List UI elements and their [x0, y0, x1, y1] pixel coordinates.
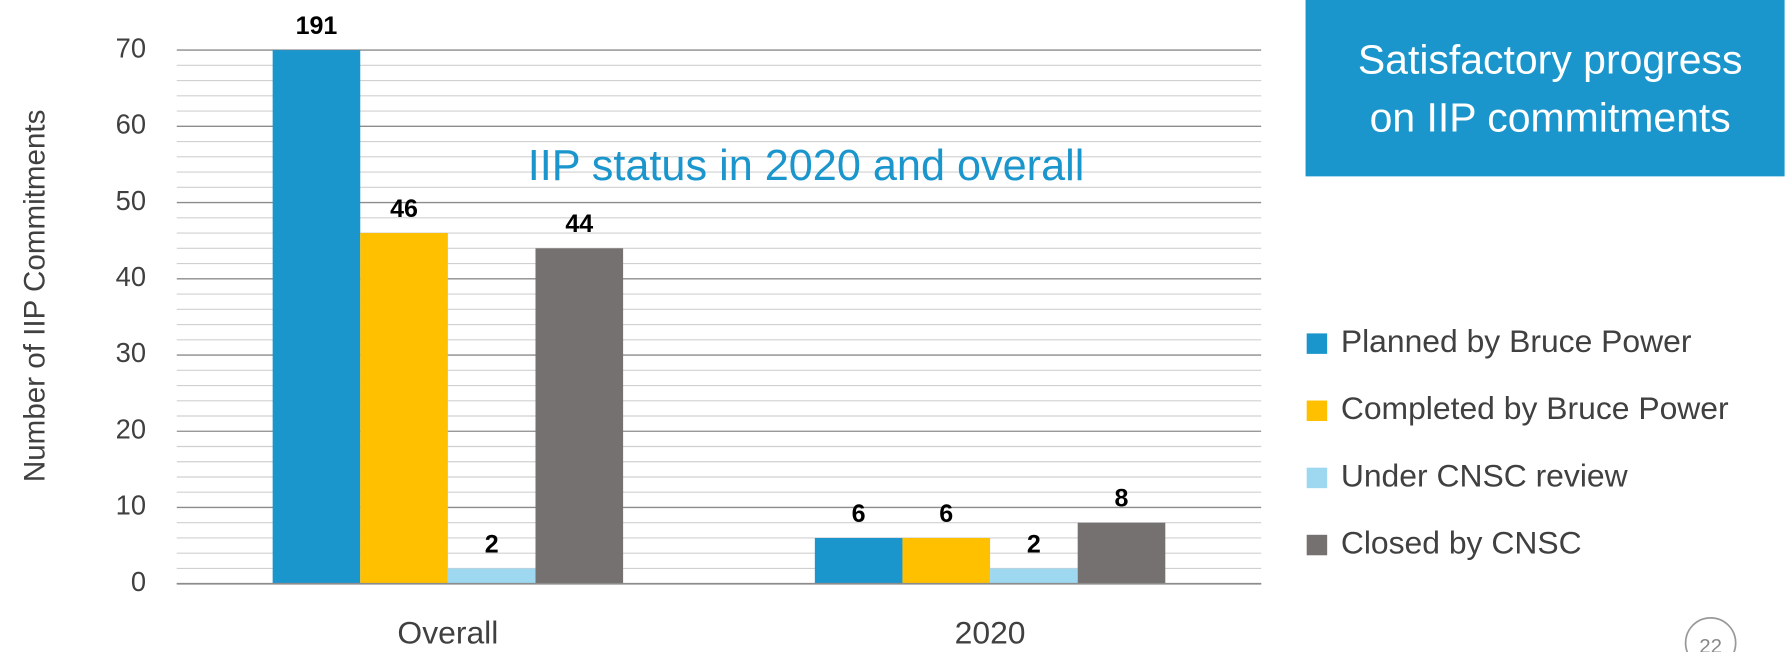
legend-swatch	[1306, 467, 1328, 489]
slide-title: Satisfactory progress	[1358, 36, 1743, 82]
bar	[814, 537, 903, 584]
bar	[360, 233, 448, 584]
bar	[447, 568, 536, 584]
legend-label: Planned by Bruce Power	[1341, 323, 1692, 359]
bar	[535, 248, 624, 584]
chart-title: IIP status in 2020 and overall	[528, 142, 1085, 190]
bar	[990, 568, 1078, 584]
data-label: 2	[485, 530, 499, 558]
y-tick-label: 30	[116, 337, 146, 368]
y-tick-label: 60	[116, 109, 146, 140]
legend-swatch	[1306, 534, 1328, 556]
data-label: 44	[565, 210, 593, 238]
slide-title: on IIP commitments	[1370, 94, 1731, 140]
plot-area	[272, 50, 1166, 584]
y-tick-label: 0	[131, 566, 146, 597]
y-tick-label: 20	[116, 413, 146, 444]
legend-swatch	[1306, 333, 1328, 354]
data-label: 2	[1027, 530, 1041, 558]
page-number: 22	[1699, 635, 1722, 652]
bar	[1077, 522, 1166, 584]
x-tick-label: 2020	[955, 614, 1026, 650]
data-label: 191	[296, 12, 338, 40]
data-label: 6	[852, 500, 866, 528]
page-number-badge	[1684, 617, 1737, 652]
data-label: 6	[939, 500, 953, 528]
x-tick-label: Overall	[397, 614, 498, 650]
data-label: 46	[390, 195, 418, 223]
data-label: 8	[1115, 485, 1129, 513]
y-tick-label: 50	[116, 185, 146, 216]
bar	[272, 50, 361, 584]
legend-label: Under CNSC review	[1341, 457, 1629, 493]
y-tick-label: 70	[116, 32, 146, 63]
legend-label: Closed by CNSC	[1341, 524, 1582, 560]
y-axis-label: Number of IIP Commitments	[19, 110, 52, 483]
bar	[902, 537, 991, 584]
title-box	[1305, 0, 1785, 177]
legend-label: Completed by Bruce Power	[1341, 390, 1729, 426]
y-tick-label: 10	[116, 490, 146, 521]
legend-swatch	[1306, 400, 1328, 422]
y-tick-label: 40	[116, 261, 146, 292]
